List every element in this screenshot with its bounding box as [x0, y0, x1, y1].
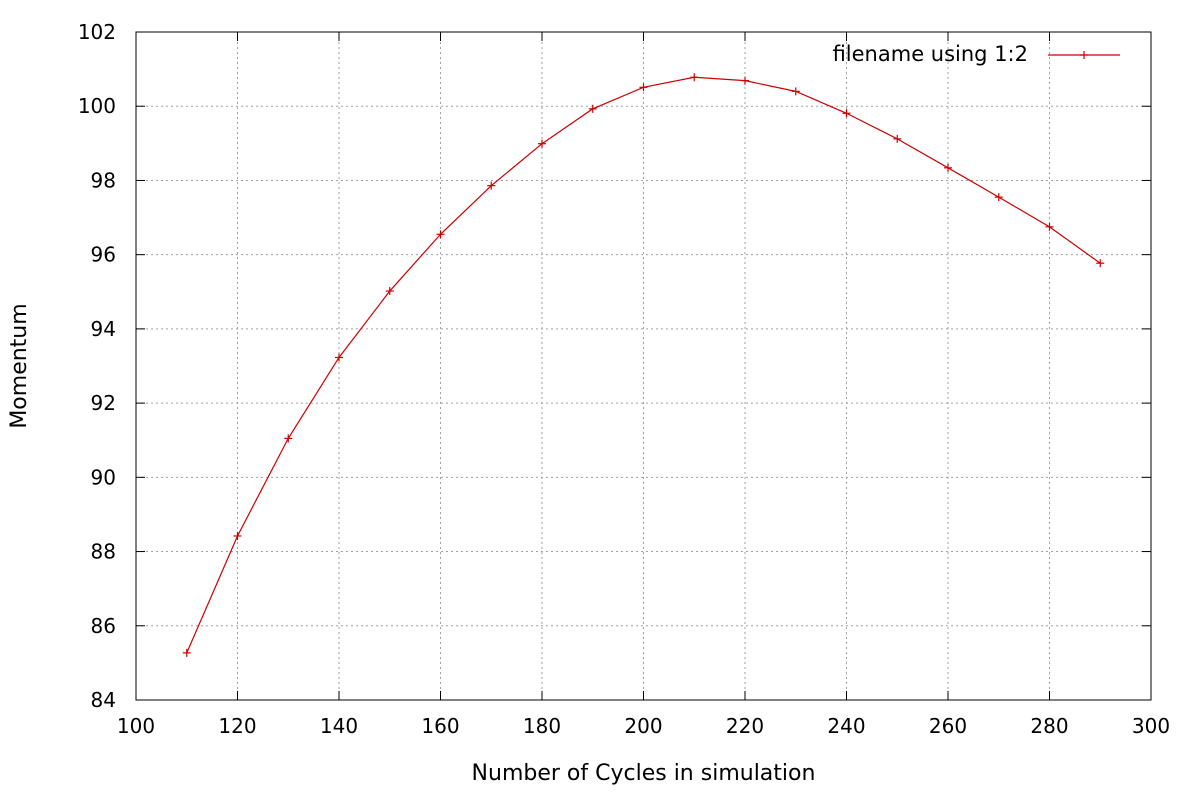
- x-tick-label: 260: [929, 714, 967, 738]
- data-point: [538, 139, 546, 148]
- y-tick-label: 90: [91, 465, 116, 489]
- x-tick-label: 220: [726, 714, 764, 738]
- y-tick-label: 98: [91, 168, 116, 192]
- grid: [136, 32, 1151, 700]
- data-point: [588, 104, 597, 113]
- x-tick-label: 300: [1132, 714, 1170, 738]
- data-point: [791, 87, 800, 96]
- x-tick-label: 280: [1030, 714, 1068, 738]
- data-point: [436, 230, 445, 239]
- data-point: [182, 648, 191, 657]
- legend-label: filename using 1:2: [833, 42, 1028, 66]
- data-point: [284, 434, 293, 443]
- legend-marker-plus: [1080, 51, 1088, 59]
- data-point: [994, 193, 1003, 202]
- legend-marker: [1080, 51, 1088, 59]
- y-tick-label: 100: [78, 94, 116, 118]
- x-tick-label: 200: [624, 714, 662, 738]
- x-tick-label: 240: [827, 714, 865, 738]
- data-point: [1045, 222, 1054, 231]
- y-tick-label: 96: [91, 243, 116, 267]
- y-tick-label: 88: [91, 540, 116, 564]
- x-tick-label: 140: [320, 714, 358, 738]
- y-tick-label: 102: [78, 20, 116, 44]
- data-point: [842, 109, 851, 118]
- data-point: [487, 181, 496, 190]
- data-point: [639, 83, 648, 92]
- legend: filename using 1:2: [833, 42, 1120, 66]
- y-axis-label: Momentum: [7, 303, 32, 428]
- data-point: [893, 134, 902, 143]
- y-tick-label: 92: [91, 391, 116, 415]
- data-point: [690, 73, 699, 82]
- x-axis-label: Number of Cycles in simulation: [472, 761, 816, 786]
- data-point: [335, 353, 343, 362]
- data-point: [944, 163, 952, 172]
- x-tick-label: 160: [421, 714, 459, 738]
- y-tick-label: 94: [91, 317, 116, 341]
- x-tick-label: 120: [218, 714, 256, 738]
- y-tick-label: 84: [91, 688, 116, 712]
- data-point: [385, 287, 394, 296]
- data-point: [741, 76, 749, 85]
- y-tick-label: 86: [91, 614, 116, 638]
- ticks: 100 120 140 160 180 200 220 240 260 280 300 84 86 88 9…: [78, 20, 1170, 738]
- data-point: [233, 531, 242, 540]
- series-layer: [182, 73, 1105, 657]
- x-tick-label: 180: [523, 714, 561, 738]
- data-point: [1096, 259, 1105, 268]
- x-tick-label: 100: [117, 714, 155, 738]
